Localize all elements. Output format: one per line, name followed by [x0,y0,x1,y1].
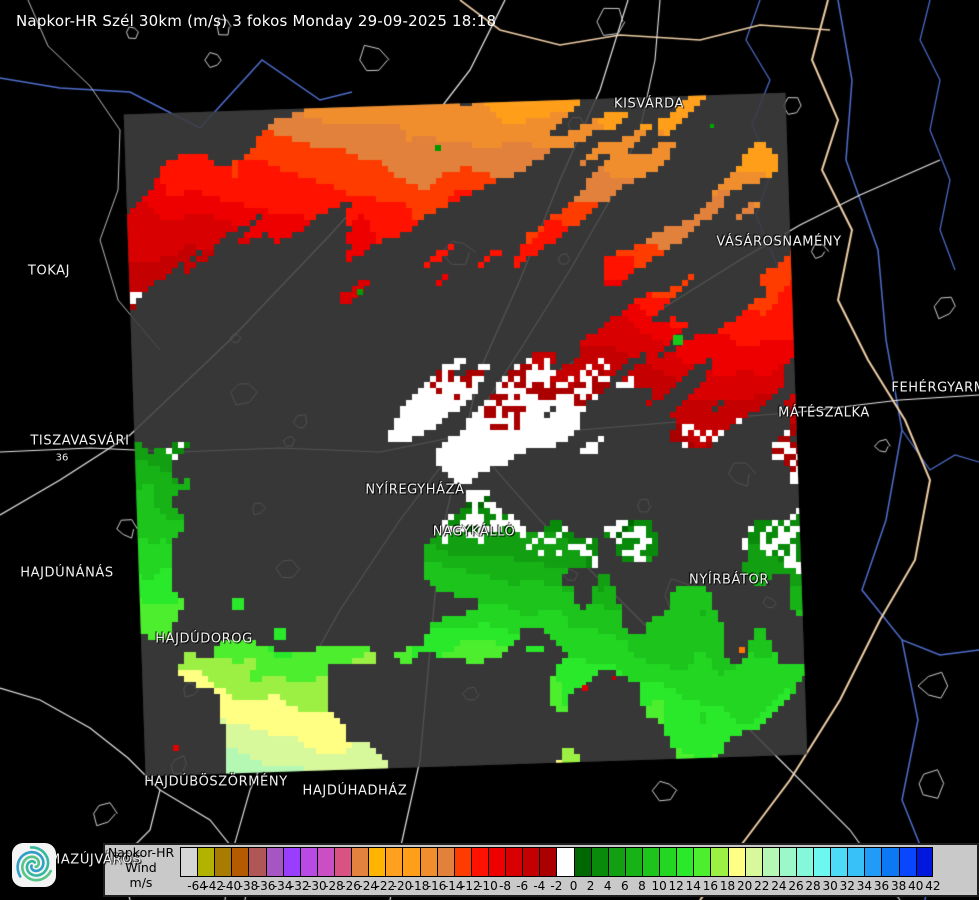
legend-tick: -8 [499,879,512,893]
legend-cell [864,847,882,877]
legend-cell [659,847,677,877]
legend-tick: 26 [788,879,804,893]
legend-cell [676,847,694,877]
legend-tick: -20 [392,879,413,893]
legend-colorbar [180,847,933,877]
legend-cell [881,847,899,877]
legend-cell [470,847,488,877]
legend-cell [761,847,779,877]
legend-cell [385,847,403,877]
legend-cell [402,847,420,877]
legend-tick: -22 [375,879,396,893]
legend-cell [453,847,471,877]
cyclone-spiral-logo-icon[interactable] [10,841,58,889]
legend-tick: 30 [822,879,838,893]
legend-cell [522,847,540,877]
legend-tick: -16 [426,879,447,893]
legend-cell [333,847,352,877]
legend-cell [624,847,642,877]
legend-tick: -6 [516,879,529,893]
legend-tick: -12 [461,879,481,893]
legend-tick: 36 [873,879,890,893]
page-title: Napkor-HR Szél 30km (m/s) 3 fokos Monday… [16,12,497,30]
legend-tick: 0 [569,879,578,893]
legend-tick: 10 [651,879,667,893]
legend-tick: -32 [289,879,310,893]
legend-tick: 34 [856,879,873,893]
legend-tick: 22 [754,879,770,893]
legend-cell [368,847,386,877]
legend-cell [265,847,283,877]
legend-tick: -14 [443,879,464,893]
legend-cell [813,847,831,877]
legend-cell [830,847,848,877]
legend-cell [847,847,865,877]
legend-cell [299,847,317,877]
legend-tick: -18 [409,879,430,893]
legend-cell [573,847,591,877]
legend-panel: Napkor-HR Wind m/s -64 -42 -40 -38 -36 -34 -32… [103,843,979,897]
legend-cell [744,847,762,877]
legend-tick: -24 [358,879,379,893]
legend-tick: 32 [839,879,855,893]
legend-tick: -2 [550,879,563,893]
legend-tick: -10 [478,879,498,893]
legend-tick: -42 [204,879,225,893]
legend-cell [539,847,557,877]
legend-cell [351,847,369,877]
legend-cell [487,847,506,877]
legend-cell [505,847,523,877]
legend-cell [282,847,300,877]
legend-cell [231,847,249,877]
legend-tick: 40 [908,879,924,893]
legend-cell [607,847,625,877]
legend-tick: 2 [586,879,595,893]
legend-tick: -38 [238,879,259,893]
legend-tick: -4 [533,879,546,893]
legend-cell [180,847,198,877]
legend-title-line2: Wind [125,860,157,875]
legend-tick: 16 [702,879,719,893]
legend-cell [898,847,916,877]
legend-tick: 20 [736,879,753,893]
legend-cell [915,847,933,877]
legend-tick: 12 [668,879,684,893]
legend-tick: 6 [621,879,629,893]
legend-cell [214,847,232,877]
legend-tick: -30 [307,879,327,893]
legend-tick: 8 [638,879,646,893]
legend-tick: 4 [603,879,612,893]
legend-tick: 18 [719,879,736,893]
legend-tick: 38 [890,879,907,893]
legend-tick: -64 [187,879,207,893]
legend-cell [795,847,814,877]
legend-title: Napkor-HR Wind m/s [103,845,179,890]
legend-cell [316,847,334,877]
legend-tick: 28 [805,879,821,893]
legend-title-line3: m/s [129,875,153,890]
legend-tick: -40 [221,879,242,893]
legend-tick: 24 [771,879,787,893]
legend-cell [419,847,437,877]
legend-cell [590,847,608,877]
legend-cell [710,847,728,877]
legend-title-line1: Napkor-HR [107,845,175,860]
legend-tick: -36 [255,879,276,893]
legend-cell [727,847,745,877]
legend-cell [197,847,215,877]
legend-tick: 42 [925,879,941,893]
legend-tick: -26 [341,879,361,893]
legend-tick: 14 [685,879,701,893]
legend-tick: -34 [272,879,293,893]
legend-cell [693,847,711,877]
legend-tick-row: -64 -42 -40 -38 -36 -34 -32 -30 -28 -26 -24 -22 -20-… [180,879,970,894]
legend-cell [778,847,796,877]
legend-cell [641,847,660,877]
legend-cell [248,847,266,877]
legend-cell [556,847,574,877]
legend-cell [436,847,454,877]
legend-tick: -28 [324,879,344,893]
